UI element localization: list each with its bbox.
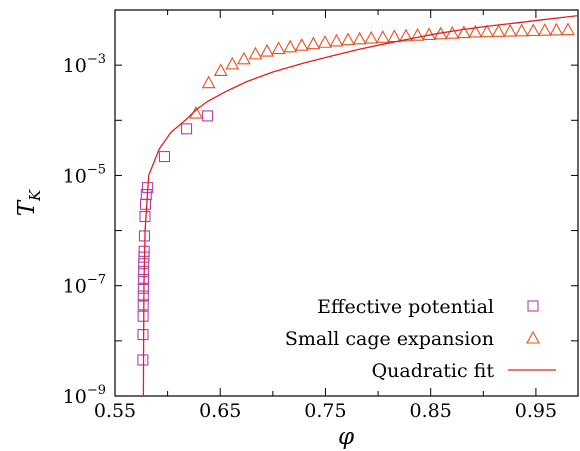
y-tick-label-base: 10 xyxy=(63,165,87,187)
effective-potential-point xyxy=(181,123,193,135)
legend: Effective potential Small cage expansion… xyxy=(285,296,556,382)
small-cage-expansion-point xyxy=(225,56,240,70)
effective-potential-point xyxy=(140,189,152,201)
x-tick-label: 0.95 xyxy=(515,400,557,422)
small-cage-expansion-point xyxy=(352,31,367,45)
small-cage-expansion-point xyxy=(260,43,274,57)
small-cage-expansion-point xyxy=(387,29,402,43)
small-cage-expansion-point xyxy=(213,63,228,77)
y-axis-label-main: T xyxy=(14,199,40,216)
small-cage-expansion-point xyxy=(514,23,529,37)
y-tick-label: 10−7 xyxy=(63,273,106,298)
y-axis-label-sub: K xyxy=(26,189,44,202)
small-cage-expansion-point xyxy=(189,105,203,119)
small-cage-expansion-point xyxy=(283,39,298,53)
y-tick-label: 10−3 xyxy=(63,52,106,77)
small-cage-expansion-point xyxy=(236,51,251,65)
small-cage-expansion-point xyxy=(318,35,332,48)
legend-marker-effective-potential xyxy=(527,300,539,312)
legend-markers xyxy=(508,300,556,371)
small-cage-expansion-point xyxy=(306,36,321,50)
small-cage-expansion-point xyxy=(341,32,356,46)
quadratic-fit-line xyxy=(142,15,578,396)
small-cage-expansion-point xyxy=(456,25,471,39)
legend-label-small-cage-expansion: Small cage expansion xyxy=(285,328,494,350)
x-tick-label: 0.65 xyxy=(199,400,241,422)
series-layer xyxy=(137,15,578,396)
legend-label-effective-potential: Effective potential xyxy=(317,296,494,318)
y-tick-label-base: 10 xyxy=(63,386,87,408)
x-axis: 0.55 0.65 0.75 0.85 0.95 xyxy=(94,10,557,422)
effective-potential-point xyxy=(202,110,214,122)
small-cage-expansion-point xyxy=(294,38,309,51)
small-cage-expansion-point xyxy=(561,22,575,36)
y-tick-label: 10−9 xyxy=(63,383,106,408)
small-cage-expansion-point xyxy=(491,24,506,37)
y-tick-label-exponent: −9 xyxy=(87,383,106,398)
plot-frame xyxy=(114,9,579,397)
effective-potential-point xyxy=(139,198,152,210)
small-cage-expansion-point xyxy=(503,23,518,37)
y-tick-label-base: 10 xyxy=(63,55,87,77)
y-tick-label-exponent: −7 xyxy=(87,273,106,288)
y-tick-label-exponent: −3 xyxy=(87,52,106,67)
small-cage-expansion-point xyxy=(526,23,541,37)
y-axis: 10−910−710−510−3 xyxy=(63,9,578,408)
y-tick-label-exponent: −5 xyxy=(87,162,106,177)
x-tick-label: 0.55 xyxy=(94,400,136,422)
small-cage-expansion-point xyxy=(329,33,344,47)
legend-label-quadratic-fit: Quadratic fit xyxy=(372,360,495,382)
small-cage-expansion-point xyxy=(468,24,483,38)
small-cage-expansion-point xyxy=(480,24,494,38)
y-tick-label: 10−5 xyxy=(63,162,106,187)
y-tick-label-base: 10 xyxy=(63,276,87,298)
y-axis-label: TK xyxy=(14,189,44,216)
x-axis-label: φ xyxy=(338,424,355,450)
small-cage-expansion-point xyxy=(445,26,460,39)
legend-marker-small-cage-expansion xyxy=(526,330,540,344)
small-cage-expansion-point xyxy=(537,23,552,36)
effective-potential-point xyxy=(139,210,151,223)
small-cage-expansion-point xyxy=(271,41,286,55)
small-cage-expansion-point xyxy=(410,27,425,41)
small-cage-expansion-point xyxy=(201,75,216,89)
small-cage-expansion-point xyxy=(248,46,263,60)
effective-potential-point xyxy=(158,150,171,163)
small-cage-expansion-point xyxy=(375,30,390,43)
x-tick-label: 0.75 xyxy=(304,400,346,422)
small-cage-expansion-point xyxy=(364,30,379,44)
small-cage-expansion-point xyxy=(399,28,413,42)
small-cage-expansion-point xyxy=(549,22,564,36)
x-tick-label: 0.85 xyxy=(410,400,452,422)
